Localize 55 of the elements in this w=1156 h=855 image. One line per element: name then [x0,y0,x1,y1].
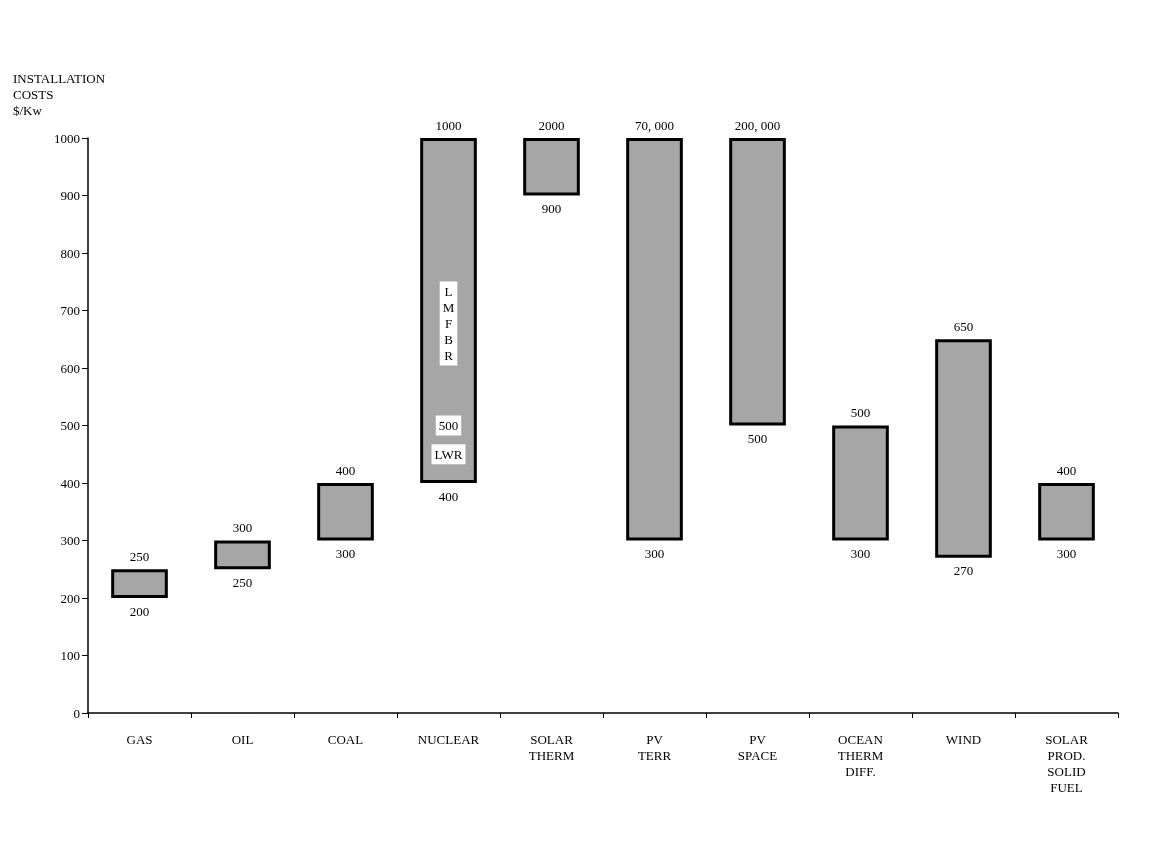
y-axis-title: INSTALLATION COSTS $/Kw [13,70,106,118]
bar [1038,483,1095,541]
bar [935,339,992,558]
annotation: 500 [438,418,459,433]
x-tick-label: WIND [945,731,982,747]
annotation: L M F B R [442,284,455,363]
x-tick-label: SOLAR THERM [528,731,575,763]
annotation: 300 [232,520,253,535]
annotation: 1000 [435,117,462,133]
annotation: 650 [953,318,974,334]
annotation: 270 [953,563,974,579]
x-tick-label: OCEAN THERM DIFF. [837,731,884,779]
y-tick-label: 600 [60,360,80,376]
x-tick-label: NUCLEAR [417,731,480,747]
annotation: 300 [850,546,871,561]
y-tick-label: 300 [60,533,80,548]
y-tick-label: 500 [60,418,80,433]
annotation: 500 [850,405,871,420]
x-tick-label: OIL [231,731,254,747]
annotation: 400 [335,462,356,478]
annotation: 300 [644,546,665,561]
bar [523,138,580,196]
annotation: 300 [335,546,356,561]
y-tick-label: 700 [60,303,80,318]
annotation: 250 [232,574,253,590]
bar [420,138,477,483]
annotation: 70, 000 [635,117,674,133]
y-tick-label: 0 [73,705,80,721]
annotation: LWR [434,446,463,462]
bar [626,138,683,541]
annotation: 400 [438,488,459,504]
annotation: 500 [747,431,768,446]
bar [832,425,889,541]
y-tick-label: 100 [60,648,80,663]
bar [214,540,271,570]
bar [729,138,786,426]
y-tick-label: 200 [60,590,80,606]
annotation: 250 [129,548,150,564]
bar [111,569,168,598]
y-tick-label: 1000 [54,130,80,146]
annotation: 300 [1056,546,1077,561]
x-tick-label: SOLAR PROD. SOLID FUEL [1045,731,1089,795]
annotation: 900 [541,201,562,216]
y-tick-label: 400 [60,475,80,491]
x-tick-label: PV TERR [637,731,672,763]
annotation: 200 [129,603,150,619]
annotation: 400 [1056,462,1077,478]
annotation: 2000 [538,117,565,133]
x-tick-label: PV SPACE [737,731,778,763]
x-tick-label: GAS [126,731,153,747]
bar [317,483,374,541]
x-tick-label: COAL [327,731,364,747]
y-tick-label: 800 [60,245,80,261]
y-tick-label: 900 [60,188,80,203]
annotation: 200, 000 [734,117,781,133]
